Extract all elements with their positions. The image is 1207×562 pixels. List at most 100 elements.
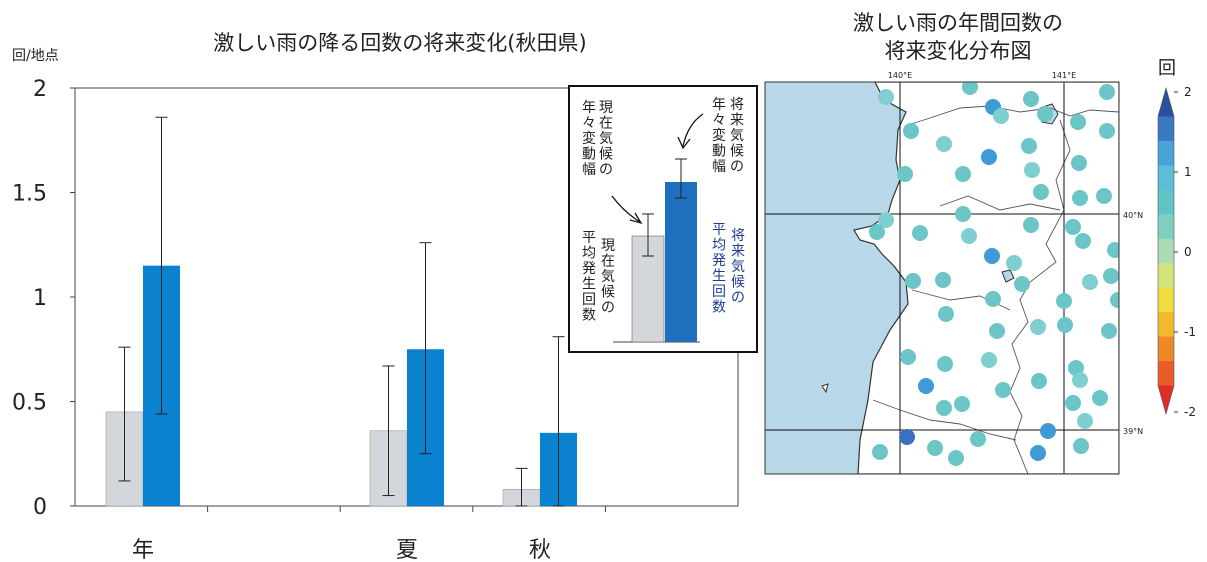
station-dot [981, 149, 997, 165]
y-axis-label: 回/地点 [12, 48, 59, 64]
station-dot [993, 108, 1009, 124]
colorbar-segment [1158, 312, 1174, 338]
colorbar-bottom-triangle [1158, 385, 1174, 414]
station-dot [937, 356, 953, 372]
y-tick-label: 0.5 [12, 391, 47, 416]
svg-text:の: の [730, 159, 744, 175]
station-dot [878, 89, 894, 105]
station-dot [1023, 91, 1039, 107]
svg-text:平: 平 [712, 222, 726, 238]
station-dot [948, 450, 964, 466]
legend-box: 現在気候の年々変動幅現在気候の平均発生回数将来気候の年々変動幅将来気候の平均発生… [568, 85, 758, 353]
lat-label-40: 40°N [1123, 211, 1143, 220]
colorbar-segment [1158, 238, 1174, 264]
error-bar [552, 336, 565, 507]
colorbar-outline [1157, 86, 1175, 416]
station-dot [984, 248, 1000, 264]
station-dot [1075, 233, 1091, 249]
station-dot [1110, 292, 1119, 308]
svg-text:来: 来 [731, 244, 745, 260]
legend-current-errbar [642, 213, 654, 257]
station-dot [1099, 123, 1115, 139]
svg-text:候: 候 [731, 275, 745, 291]
colorbar-tick-label: -1 [1184, 325, 1196, 339]
station-dot [1101, 323, 1117, 339]
colorbar-top-triangle [1158, 88, 1174, 117]
station-dot [918, 378, 934, 394]
colorbar-segment [1158, 140, 1174, 166]
error-bar [382, 365, 395, 497]
station-dot [938, 306, 954, 322]
svg-text:の: の [601, 300, 615, 316]
chart-title: 激しい雨の降る回数の将来変化(秋田県) [213, 31, 586, 55]
svg-text:現: 現 [601, 238, 615, 254]
y-tick-label: 2 [33, 77, 47, 102]
station-dot [1077, 413, 1093, 429]
svg-text:変: 変 [582, 130, 596, 147]
station-dot [1065, 219, 1081, 235]
station-dot [1056, 293, 1072, 309]
station-dot [995, 382, 1011, 398]
station-dot [954, 396, 970, 412]
colorbar-segment [1158, 214, 1174, 240]
svg-text:動: 動 [582, 147, 596, 163]
station-dot [927, 440, 943, 456]
station-dot [872, 444, 888, 460]
station-dot [1006, 255, 1022, 271]
station-dot [936, 136, 952, 152]
map-borders [872, 105, 1119, 474]
svg-text:動: 動 [712, 144, 726, 160]
colorbar-segment [1158, 361, 1174, 387]
station-dot [970, 431, 986, 447]
station-dot [1023, 217, 1039, 233]
station-dot [869, 224, 885, 240]
svg-text:変: 変 [712, 127, 726, 144]
station-dot [1021, 138, 1037, 154]
svg-text:年: 年 [582, 100, 596, 116]
svg-text:の: の [731, 290, 745, 306]
svg-text:々: 々 [712, 113, 726, 129]
station-dot [1072, 372, 1088, 388]
svg-text:幅: 幅 [712, 159, 726, 175]
legend-arrow-current [611, 195, 643, 225]
station-dot [1073, 438, 1089, 454]
station-dot [1071, 155, 1087, 171]
colorbar-segment [1158, 189, 1174, 215]
colorbar-tick-label: 0 [1184, 245, 1192, 259]
station-dot [955, 166, 971, 182]
svg-text:気: 気 [730, 128, 744, 144]
error-bar [515, 467, 528, 507]
colorbar-segment [1158, 116, 1174, 142]
station-dot [905, 273, 921, 289]
svg-text:平: 平 [582, 230, 596, 246]
station-dot [899, 429, 915, 445]
station-dot [1072, 190, 1088, 206]
category-label: 夏 [396, 538, 418, 562]
svg-text:均: 均 [582, 246, 596, 262]
colorbar-tick-label: 1 [1184, 165, 1192, 179]
station-dot [981, 352, 997, 368]
station-dot [936, 400, 952, 416]
svg-text:生: 生 [712, 269, 726, 285]
colorbar-tick-label: -2 [1184, 405, 1196, 419]
svg-text:発: 発 [582, 261, 596, 277]
station-dot [1030, 445, 1046, 461]
colorbar-segment [1158, 165, 1174, 191]
station-dot [903, 123, 919, 139]
station-dot [1082, 274, 1098, 290]
station-dot [955, 206, 971, 222]
error-bar [419, 242, 432, 455]
station-dot [935, 272, 951, 288]
station-dot [1030, 319, 1046, 335]
station-dot [985, 291, 1001, 307]
map-graticule [765, 82, 1119, 474]
colorbar-title: 回 [1158, 58, 1176, 79]
map-frame [764, 81, 1120, 475]
station-dot [962, 82, 978, 95]
